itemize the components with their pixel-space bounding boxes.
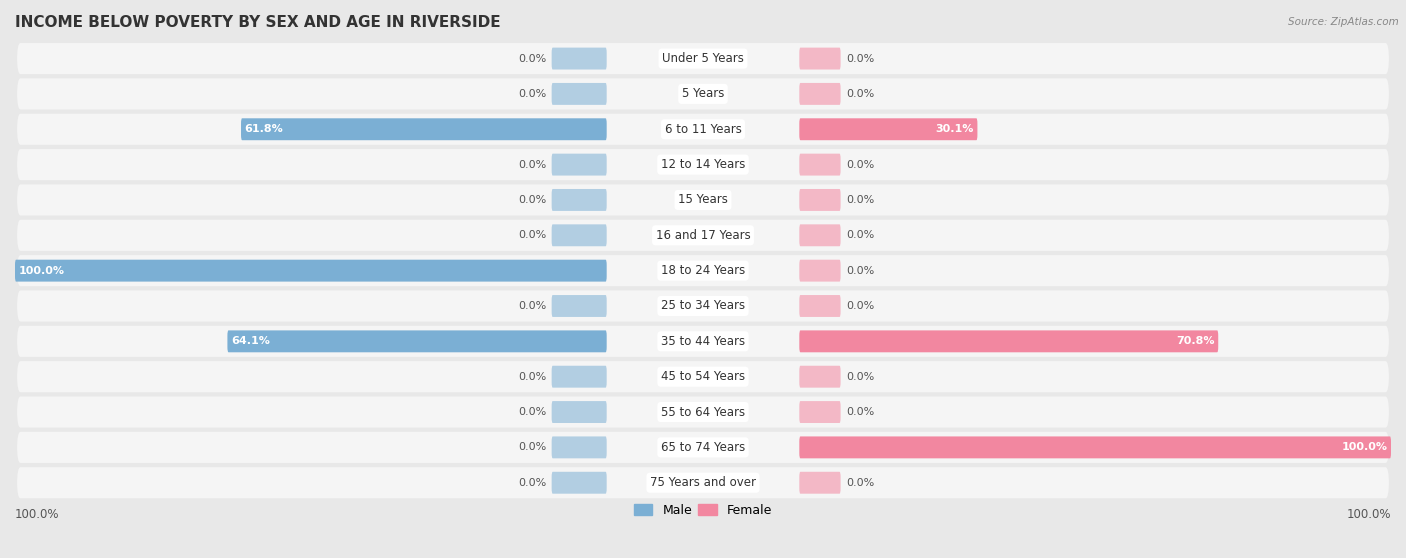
Text: 0.0%: 0.0% (517, 407, 546, 417)
Text: 61.8%: 61.8% (245, 124, 283, 134)
FancyBboxPatch shape (800, 47, 841, 70)
Text: 25 to 34 Years: 25 to 34 Years (661, 300, 745, 312)
Text: 0.0%: 0.0% (517, 89, 546, 99)
FancyBboxPatch shape (800, 259, 841, 282)
Text: 55 to 64 Years: 55 to 64 Years (661, 406, 745, 418)
FancyBboxPatch shape (17, 78, 1389, 109)
Text: 100.0%: 100.0% (15, 508, 59, 521)
Text: 0.0%: 0.0% (846, 372, 875, 382)
Text: 12 to 14 Years: 12 to 14 Years (661, 158, 745, 171)
FancyBboxPatch shape (551, 83, 606, 105)
FancyBboxPatch shape (800, 118, 977, 140)
FancyBboxPatch shape (17, 432, 1389, 463)
FancyBboxPatch shape (551, 365, 606, 388)
Text: 0.0%: 0.0% (846, 195, 875, 205)
Text: 65 to 74 Years: 65 to 74 Years (661, 441, 745, 454)
FancyBboxPatch shape (17, 255, 1389, 286)
Text: 0.0%: 0.0% (517, 301, 546, 311)
Text: 0.0%: 0.0% (846, 160, 875, 170)
Text: 70.8%: 70.8% (1177, 336, 1215, 347)
Text: 75 Years and over: 75 Years and over (650, 476, 756, 489)
FancyBboxPatch shape (15, 259, 606, 282)
Text: 0.0%: 0.0% (846, 89, 875, 99)
Legend: Male, Female: Male, Female (628, 499, 778, 522)
FancyBboxPatch shape (17, 149, 1389, 180)
Text: 0.0%: 0.0% (846, 266, 875, 276)
Text: 5 Years: 5 Years (682, 88, 724, 100)
Text: Under 5 Years: Under 5 Years (662, 52, 744, 65)
FancyBboxPatch shape (551, 189, 606, 211)
FancyBboxPatch shape (17, 184, 1389, 215)
Text: 0.0%: 0.0% (517, 442, 546, 453)
FancyBboxPatch shape (551, 153, 606, 176)
FancyBboxPatch shape (17, 361, 1389, 392)
Text: 0.0%: 0.0% (846, 230, 875, 240)
FancyBboxPatch shape (551, 436, 606, 458)
Text: 30.1%: 30.1% (935, 124, 974, 134)
FancyBboxPatch shape (800, 330, 1218, 352)
FancyBboxPatch shape (800, 401, 841, 423)
FancyBboxPatch shape (17, 114, 1389, 145)
FancyBboxPatch shape (800, 83, 841, 105)
FancyBboxPatch shape (551, 472, 606, 494)
FancyBboxPatch shape (551, 401, 606, 423)
Text: 0.0%: 0.0% (517, 230, 546, 240)
Text: 0.0%: 0.0% (517, 160, 546, 170)
FancyBboxPatch shape (551, 47, 606, 70)
FancyBboxPatch shape (800, 472, 841, 494)
FancyBboxPatch shape (800, 189, 841, 211)
FancyBboxPatch shape (800, 295, 841, 317)
FancyBboxPatch shape (17, 397, 1389, 427)
FancyBboxPatch shape (17, 326, 1389, 357)
FancyBboxPatch shape (800, 224, 841, 246)
Text: INCOME BELOW POVERTY BY SEX AND AGE IN RIVERSIDE: INCOME BELOW POVERTY BY SEX AND AGE IN R… (15, 15, 501, 30)
FancyBboxPatch shape (800, 153, 841, 176)
Text: 100.0%: 100.0% (1341, 442, 1388, 453)
Text: 0.0%: 0.0% (517, 478, 546, 488)
FancyBboxPatch shape (17, 43, 1389, 74)
Text: 0.0%: 0.0% (517, 54, 546, 64)
FancyBboxPatch shape (551, 295, 606, 317)
FancyBboxPatch shape (800, 436, 1391, 458)
FancyBboxPatch shape (17, 220, 1389, 251)
FancyBboxPatch shape (551, 224, 606, 246)
Text: 0.0%: 0.0% (846, 478, 875, 488)
Text: 6 to 11 Years: 6 to 11 Years (665, 123, 741, 136)
FancyBboxPatch shape (17, 291, 1389, 321)
Text: 0.0%: 0.0% (846, 407, 875, 417)
Text: 0.0%: 0.0% (517, 372, 546, 382)
Text: 35 to 44 Years: 35 to 44 Years (661, 335, 745, 348)
Text: 0.0%: 0.0% (517, 195, 546, 205)
Text: 100.0%: 100.0% (18, 266, 65, 276)
Text: 100.0%: 100.0% (1347, 508, 1391, 521)
Text: Source: ZipAtlas.com: Source: ZipAtlas.com (1288, 17, 1399, 27)
FancyBboxPatch shape (800, 365, 841, 388)
Text: 0.0%: 0.0% (846, 301, 875, 311)
FancyBboxPatch shape (240, 118, 606, 140)
Text: 64.1%: 64.1% (231, 336, 270, 347)
FancyBboxPatch shape (228, 330, 606, 352)
FancyBboxPatch shape (17, 467, 1389, 498)
Text: 15 Years: 15 Years (678, 194, 728, 206)
Text: 45 to 54 Years: 45 to 54 Years (661, 370, 745, 383)
Text: 18 to 24 Years: 18 to 24 Years (661, 264, 745, 277)
Text: 0.0%: 0.0% (846, 54, 875, 64)
Text: 16 and 17 Years: 16 and 17 Years (655, 229, 751, 242)
